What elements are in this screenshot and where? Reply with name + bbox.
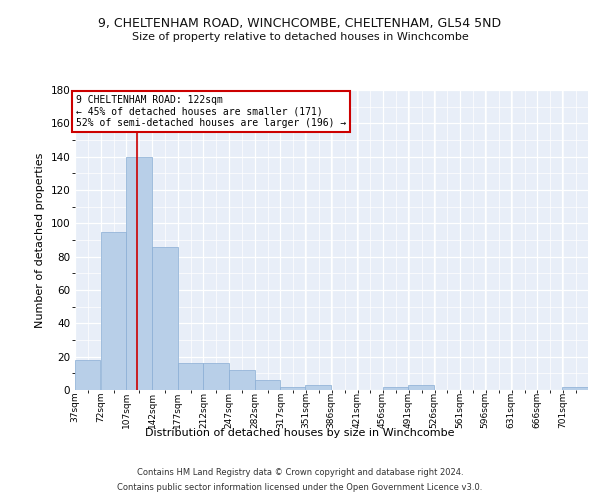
Bar <box>562 386 588 390</box>
Bar <box>229 370 254 390</box>
Text: Size of property relative to detached houses in Winchcombe: Size of property relative to detached ho… <box>131 32 469 42</box>
Bar <box>305 385 331 390</box>
Bar <box>383 386 408 390</box>
Bar <box>178 364 203 390</box>
Bar <box>203 364 229 390</box>
Text: 9 CHELTENHAM ROAD: 122sqm
← 45% of detached houses are smaller (171)
52% of semi: 9 CHELTENHAM ROAD: 122sqm ← 45% of detac… <box>76 95 346 128</box>
Bar <box>101 232 126 390</box>
Bar <box>408 385 434 390</box>
Bar <box>152 246 178 390</box>
Text: Contains public sector information licensed under the Open Government Licence v3: Contains public sector information licen… <box>118 483 482 492</box>
Y-axis label: Number of detached properties: Number of detached properties <box>35 152 45 328</box>
Text: 9, CHELTENHAM ROAD, WINCHCOMBE, CHELTENHAM, GL54 5ND: 9, CHELTENHAM ROAD, WINCHCOMBE, CHELTENH… <box>98 18 502 30</box>
Bar <box>255 380 280 390</box>
Text: Contains HM Land Registry data © Crown copyright and database right 2024.: Contains HM Land Registry data © Crown c… <box>137 468 463 477</box>
Bar <box>280 386 306 390</box>
Text: Distribution of detached houses by size in Winchcombe: Distribution of detached houses by size … <box>145 428 455 438</box>
Bar <box>75 360 100 390</box>
Bar <box>127 156 152 390</box>
